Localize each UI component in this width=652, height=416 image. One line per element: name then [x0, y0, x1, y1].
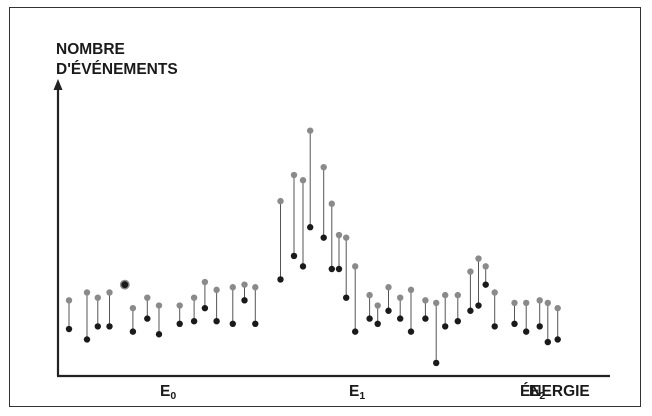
- lower-point-35: [491, 323, 498, 330]
- lower-point-20: [335, 265, 343, 273]
- upper-point-4: [129, 304, 137, 312]
- lower-point-29: [433, 359, 440, 367]
- upper-point-15: [290, 171, 298, 179]
- upper-point-36: [511, 299, 518, 307]
- upper-point-29: [433, 299, 440, 307]
- axes: [53, 79, 610, 378]
- lower-point-15: [290, 252, 298, 260]
- lower-point-40: [554, 336, 561, 343]
- upper-point-38: [536, 297, 543, 304]
- upper-point-28: [422, 297, 429, 304]
- upper-point-26: [397, 294, 404, 301]
- upper-point-17: [307, 127, 314, 134]
- lower-point-37: [523, 328, 530, 335]
- lower-point-39: [544, 338, 551, 346]
- lower-point-36: [511, 320, 518, 327]
- lower-point-10: [213, 317, 220, 325]
- upper-point-25: [385, 284, 392, 291]
- lower-point-19: [328, 265, 335, 273]
- lower-point-12: [241, 297, 248, 304]
- lower-point-2: [94, 323, 102, 330]
- upper-point-3: [106, 289, 113, 296]
- lower-point-5: [144, 315, 151, 322]
- upper-point-40: [554, 304, 561, 312]
- lower-point-28: [422, 315, 429, 322]
- lower-point-24: [374, 320, 381, 327]
- upper-point-11: [229, 284, 236, 291]
- y-axis-label-line-1: NOMBRE: [56, 41, 125, 58]
- lower-point-21: [343, 294, 350, 301]
- upper-point-34: [482, 263, 489, 270]
- upper-point-12: [241, 281, 248, 288]
- lower-point-33: [475, 302, 482, 309]
- upper-point-14: [277, 197, 284, 205]
- lower-point-3: [106, 323, 113, 330]
- lower-point-30: [442, 323, 449, 330]
- lower-point-17: [307, 224, 314, 231]
- lower-point-22: [352, 328, 359, 335]
- lower-point-13: [252, 320, 259, 327]
- lower-point-23: [366, 315, 373, 322]
- lower-point-4: [129, 328, 137, 335]
- lower-point-25: [385, 307, 392, 314]
- lower-point-9: [201, 304, 209, 312]
- upper-point-5: [144, 294, 151, 301]
- upper-point-30: [442, 291, 449, 299]
- upper-point-8: [190, 294, 198, 301]
- upper-point-21: [343, 234, 350, 241]
- lower-point-6: [155, 331, 163, 338]
- upper-point-31: [454, 291, 461, 299]
- y-axis-arrow-icon: [53, 79, 63, 90]
- data-marks: [65, 127, 561, 367]
- lower-point-32: [467, 307, 474, 314]
- x-tick-label-1: E1: [349, 383, 365, 402]
- upper-point-1: [83, 289, 91, 296]
- lower-point-16: [299, 263, 307, 270]
- upper-point-27: [407, 286, 415, 294]
- lower-point-1: [83, 336, 91, 343]
- lower-point-11: [229, 320, 236, 327]
- upper-point-24: [374, 302, 381, 309]
- lower-point-8: [190, 317, 198, 325]
- upper-point-6: [155, 302, 163, 309]
- upper-point-16: [299, 177, 307, 184]
- upper-point-9: [201, 278, 209, 286]
- upper-point-33: [475, 255, 482, 262]
- lower-point-26: [397, 315, 404, 322]
- x-tick-label-0: E0: [160, 383, 176, 402]
- upper-point-19: [328, 200, 335, 207]
- lower-point-38: [536, 323, 543, 330]
- upper-point-23: [366, 291, 373, 299]
- upper-point-0: [65, 297, 73, 304]
- outlier-point: [119, 279, 130, 290]
- lower-point-31: [454, 317, 461, 325]
- lower-point-7: [176, 320, 183, 327]
- upper-point-20: [335, 231, 343, 239]
- upper-point-10: [213, 286, 220, 294]
- upper-point-32: [467, 268, 474, 275]
- lower-point-27: [407, 328, 415, 335]
- upper-point-39: [544, 299, 551, 307]
- upper-point-37: [523, 299, 530, 307]
- upper-point-18: [320, 164, 327, 171]
- upper-point-22: [352, 263, 359, 270]
- x-tick-labels: E0 E1 E2: [160, 383, 545, 402]
- y-axis-label-line-2: D'ÉVÉNEMENTS: [56, 61, 178, 78]
- x-tick-label-2: E2: [529, 383, 545, 402]
- upper-point-2: [94, 294, 102, 301]
- chart-frame: [9, 7, 641, 407]
- x-axis-label: ÉNERGIE: [520, 383, 590, 400]
- lower-point-0: [65, 325, 73, 333]
- lower-point-18: [320, 234, 327, 241]
- lower-point-34: [482, 281, 489, 288]
- upper-point-35: [491, 289, 498, 296]
- lower-point-14: [277, 276, 284, 283]
- upper-point-7: [176, 302, 183, 309]
- upper-point-13: [252, 284, 259, 291]
